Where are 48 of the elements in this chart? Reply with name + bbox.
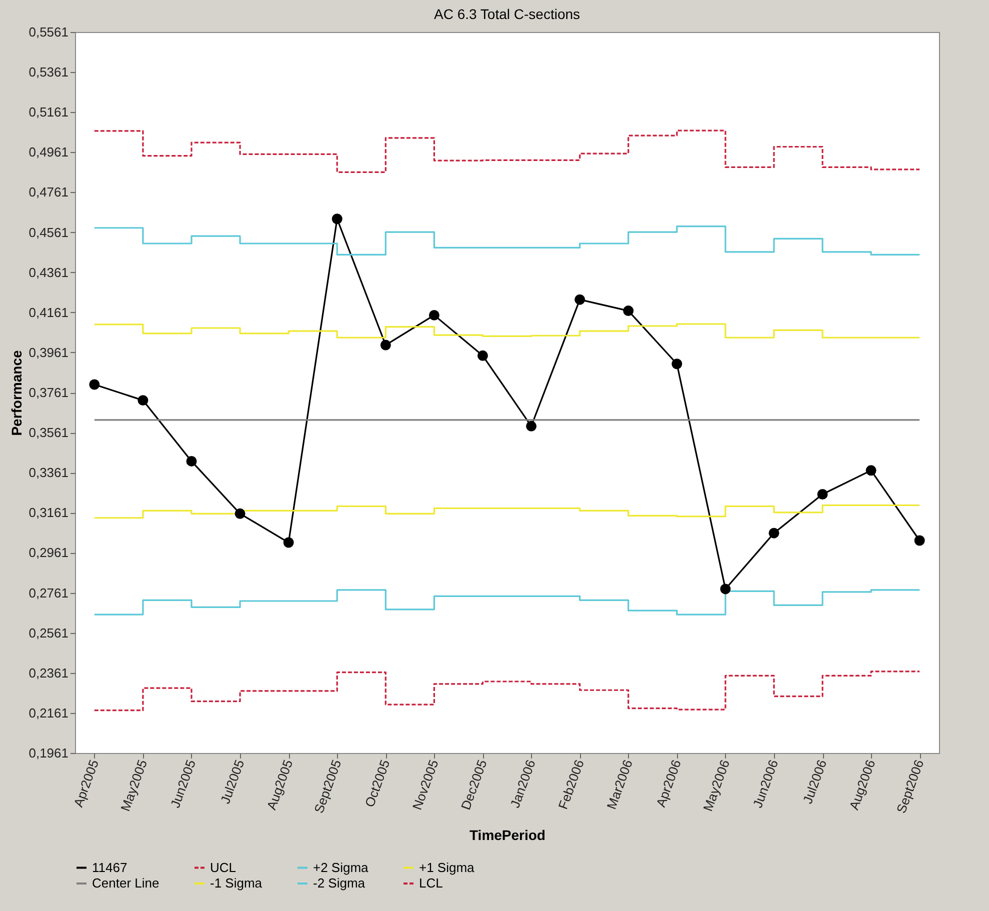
y-tick-label: 0,5161 <box>28 104 68 120</box>
point <box>914 535 925 546</box>
y-tick-label: 0,3161 <box>28 505 68 520</box>
legend-label: 11467 <box>92 860 128 875</box>
y-tick-label: 0,5561 <box>28 24 68 40</box>
point <box>332 214 342 224</box>
point <box>623 306 634 316</box>
point <box>234 508 246 519</box>
y-tick-label: 0,4361 <box>28 264 68 280</box>
point <box>574 294 586 305</box>
y-tick-label: 0,4561 <box>28 224 68 240</box>
y-tick-label: 0,2361 <box>28 665 68 680</box>
y-tick-label: 0,2161 <box>28 705 68 720</box>
point <box>89 379 100 390</box>
x-axis-title: TimePeriod <box>470 827 546 844</box>
point <box>138 395 148 406</box>
y-tick-label: 0,4961 <box>28 144 68 160</box>
legend-label: +1 Sigma <box>419 860 476 875</box>
point <box>380 340 391 350</box>
point <box>768 528 780 538</box>
point <box>283 537 294 548</box>
chart-title: AC 6.3 Total C-sections <box>434 6 580 22</box>
point <box>477 350 488 361</box>
point <box>817 489 828 500</box>
legend-label: LCL <box>419 876 443 890</box>
point <box>866 465 876 476</box>
legend-label: UCL <box>210 860 236 875</box>
y-tick-label: 0,2961 <box>28 545 68 560</box>
point <box>526 420 537 432</box>
y-tick-label: 0,2761 <box>28 585 68 600</box>
y-tick-label: 0,5361 <box>28 64 68 80</box>
y-axis-title: Performance <box>8 350 25 436</box>
y-tick-label: 0,3361 <box>28 465 68 480</box>
legend-label: +2 Sigma <box>313 860 370 875</box>
y-tick-label: 0,4161 <box>28 304 68 320</box>
point <box>428 310 440 320</box>
y-tick-label: 0,3761 <box>28 385 68 400</box>
legend-label: -1 Sigma <box>210 876 263 890</box>
y-tick-label: 0,4761 <box>28 184 68 200</box>
point <box>720 584 731 594</box>
point <box>672 358 682 370</box>
y-tick-label: 0,3561 <box>28 425 68 440</box>
y-tick-label: 0,3961 <box>28 344 68 360</box>
y-tick-label: 0,1961 <box>28 746 68 760</box>
point <box>186 456 197 466</box>
legend-label: -2 Sigma <box>313 876 366 890</box>
legend-label: Center Line <box>92 876 160 890</box>
y-tick-label: 0,2561 <box>28 625 68 640</box>
